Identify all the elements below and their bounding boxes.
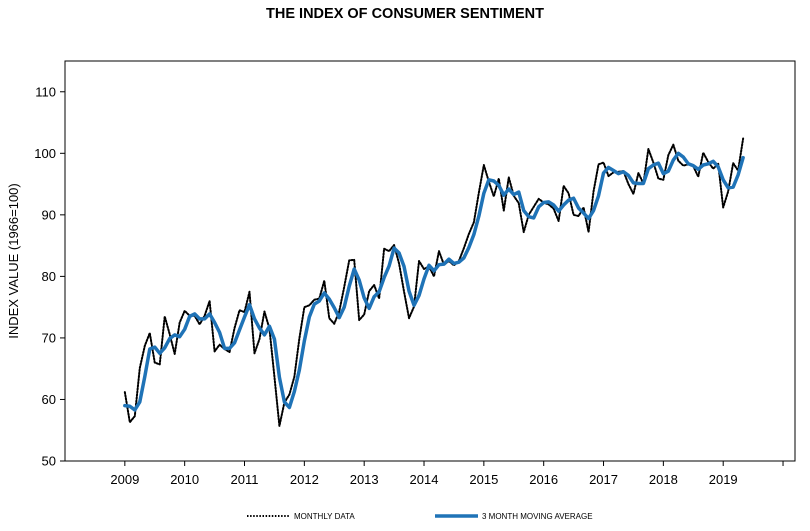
y-axis-title: INDEX VALUE (1966=100): [6, 183, 21, 338]
x-tick-label: 2014: [410, 472, 439, 487]
x-tick-label: 2017: [589, 472, 618, 487]
y-axis: 50 60 70 80 90 100 110: [34, 84, 65, 469]
x-tick-label: 2009: [110, 472, 139, 487]
x-tick-label: 2013: [350, 472, 379, 487]
x-tick-label: 2018: [649, 472, 678, 487]
chart-title: THE INDEX OF CONSUMER SENTIMENT: [266, 6, 544, 22]
y-tick-label: 110: [35, 84, 56, 99]
legend: MONTHLY DATA 3 MONTH MOVING AVERAGE: [247, 512, 593, 521]
y-tick-label: 70: [42, 330, 56, 345]
x-axis: 2009 2010 2011 2012 2013 2014 2015 2016 2017 2018…: [110, 461, 784, 487]
x-tick-label: 2012: [290, 472, 319, 487]
plot-area-frame: [64, 60, 796, 462]
monthly-data-line: [123, 137, 745, 427]
y-tick-label: 50: [42, 454, 56, 469]
x-tick-label: 2010: [170, 472, 199, 487]
y-tick-label: 100: [34, 146, 56, 161]
moving-average-line: [123, 151, 745, 412]
legend-label-monthly-data: MONTHLY DATA: [294, 512, 355, 521]
y-tick-label: 80: [42, 269, 56, 284]
legend-label-moving-average: 3 MONTH MOVING AVERAGE: [482, 512, 593, 521]
x-tick-label: 2011: [231, 472, 259, 487]
y-tick-label: 90: [42, 207, 56, 222]
series-layer: [123, 137, 745, 427]
y-tick-label: 60: [42, 392, 56, 407]
x-tick-label: 2015: [469, 472, 498, 487]
x-tick-label: 2016: [529, 472, 558, 487]
x-tick-label: 2019: [709, 472, 738, 487]
